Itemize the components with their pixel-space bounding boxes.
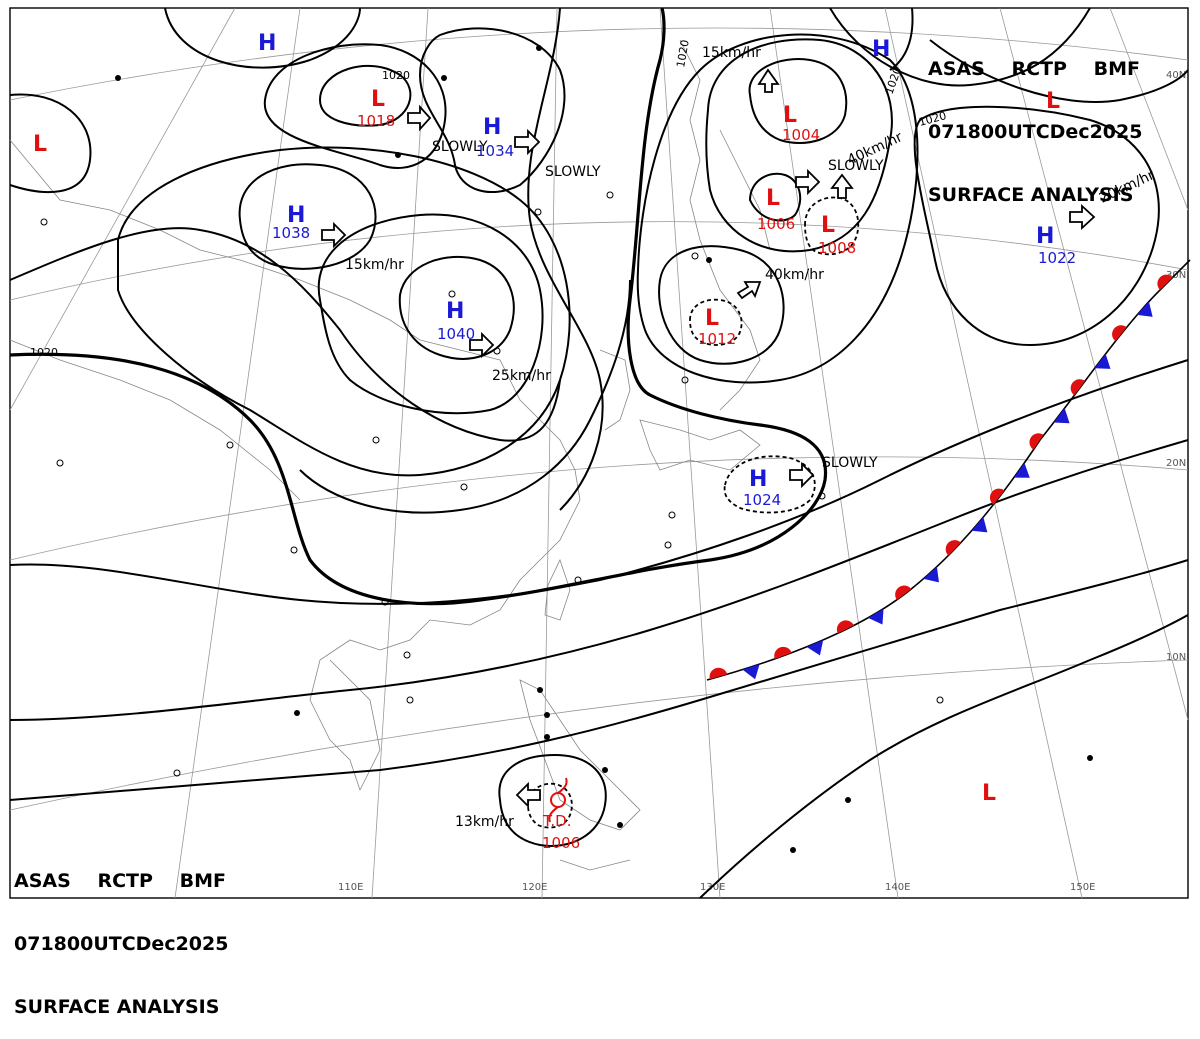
high-pressure-center: H — [287, 203, 305, 228]
low-pressure-center: L — [1046, 89, 1060, 114]
warm-front-semicircle — [1157, 274, 1173, 290]
title-station: RCTP — [1011, 58, 1067, 80]
warm-front-semicircle — [1070, 379, 1086, 396]
title-time: 071800UTC — [928, 121, 1050, 143]
high-pressure-value: 1040 — [437, 325, 475, 343]
title-product: BMF — [179, 870, 226, 892]
title-agency: ASAS — [14, 870, 71, 892]
movement-label: 40km/hr — [765, 267, 824, 283]
cold-front-triangle — [923, 566, 939, 583]
longitude-label: 140E — [885, 882, 910, 893]
movement-label: SLOWLY — [545, 164, 601, 180]
warm-front-semicircle — [945, 540, 961, 556]
movement-label: SLOWLY — [822, 455, 878, 471]
low-pressure-center: L — [705, 306, 719, 331]
warm-front-semicircle — [895, 585, 912, 600]
cold-front-triangle — [1013, 462, 1030, 478]
movement-label: 25km/hr — [492, 368, 551, 384]
title-month: Dec — [135, 933, 176, 955]
map-frame — [9, 7, 1189, 899]
title-station: RCTP — [97, 870, 153, 892]
title-year: 2025 — [175, 933, 229, 955]
high-pressure-value: 1022 — [1038, 249, 1076, 267]
low-pressure-center: L — [766, 186, 780, 211]
weather-map: 110E 120E 130E 140E 150E 40N 30N 20N 10N — [9, 7, 1191, 899]
title-month: Dec — [1049, 121, 1090, 143]
isobar-label: 1020 — [30, 346, 58, 359]
latitude-label: 20N — [1166, 458, 1186, 469]
movement-label: 13km/hr — [455, 814, 514, 830]
low-pressure-value: 1012 — [698, 330, 736, 348]
tropical-depression-icon — [548, 777, 568, 823]
isobar-label: 1020 — [382, 69, 410, 82]
low-pressure-value: 1008 — [818, 239, 856, 257]
cold-front-triangle — [971, 517, 988, 533]
warm-front-semicircle — [709, 667, 728, 680]
movement-label: 15km/hr — [702, 45, 761, 61]
high-pressure-value: 1034 — [476, 142, 514, 160]
warm-front-semicircle — [990, 488, 1005, 505]
warm-front-semicircle — [1029, 433, 1044, 450]
high-pressure-center: H — [446, 299, 464, 324]
movement-label: SLOWLY — [828, 158, 884, 174]
title-analysis: SURFACE ANALYSIS — [14, 996, 220, 1018]
low-pressure-value: 1018 — [357, 112, 395, 130]
title-time: 071800UTC — [14, 933, 136, 955]
latitude-label: 40N — [1166, 70, 1186, 81]
latitude-label: 10N — [1166, 652, 1186, 663]
station-plots — [40, 45, 1093, 853]
title-analysis: SURFACE ANALYSIS — [928, 184, 1134, 206]
low-pressure-value: 1006 — [757, 215, 795, 233]
low-pressure-center: L — [982, 781, 996, 806]
high-pressure-center: H — [258, 31, 276, 56]
low-pressure-center: L — [33, 132, 47, 157]
latitude-label: 30N — [1166, 270, 1186, 281]
high-pressure-value: 1038 — [272, 224, 310, 242]
low-pressure-value: 1006 — [542, 834, 580, 852]
high-pressure-value: 1024 — [743, 491, 781, 509]
cold-front-triangle — [1136, 301, 1153, 317]
movement-label: SLOWLY — [432, 139, 488, 155]
longitude-label: 120E — [522, 882, 547, 893]
isobars — [9, 7, 1189, 899]
tropical-depression-label: T.D. — [542, 812, 571, 830]
high-pressure-center: H — [749, 467, 767, 492]
high-pressure-center: H — [483, 115, 501, 140]
graticule — [9, 7, 1189, 899]
isobar-label: 1020 — [674, 39, 692, 69]
high-pressure-center: H — [1036, 224, 1054, 249]
title-agency: ASAS — [928, 58, 985, 80]
movement-label: 15km/hr — [345, 257, 404, 273]
warm-front-semicircle — [774, 646, 792, 659]
cold-front-triangle — [1094, 353, 1111, 369]
cold-front-triangle — [1053, 408, 1070, 424]
low-pressure-center: L — [821, 213, 835, 238]
longitude-label: 150E — [1070, 882, 1095, 893]
warm-front-semicircle — [836, 620, 854, 634]
longitude-label: 110E — [338, 882, 363, 893]
pressure-centers: H H 1038 H 1034 H 1040 H H 1022 H 1024 L… — [33, 31, 1076, 852]
longitude-label: 130E — [700, 882, 725, 893]
movement-arrows — [321, 68, 1096, 809]
high-pressure-center: H — [872, 37, 890, 62]
cold-front-triangle — [742, 664, 760, 680]
title-year: 2025 — [1089, 121, 1143, 143]
map-title-top-right: ASAS RCTP BMF 071800UTC Dec 2025 SURFACE… — [928, 17, 1143, 227]
low-pressure-center: L — [783, 103, 797, 128]
map-title-bottom-left: ASAS RCTP BMF 071800UTC Dec 2025 SURFACE… — [14, 829, 229, 1039]
axis-labels: 110E 120E 130E 140E 150E 40N 30N 20N 10N — [338, 70, 1186, 893]
cold-front-triangle — [806, 639, 824, 656]
title-product: BMF — [1093, 58, 1140, 80]
warm-front-semicircle — [1112, 325, 1127, 342]
low-pressure-value: 1004 — [782, 126, 820, 144]
low-pressure-center: L — [371, 87, 385, 112]
cold-front-triangle — [868, 608, 884, 625]
stationary-front — [706, 259, 1191, 681]
